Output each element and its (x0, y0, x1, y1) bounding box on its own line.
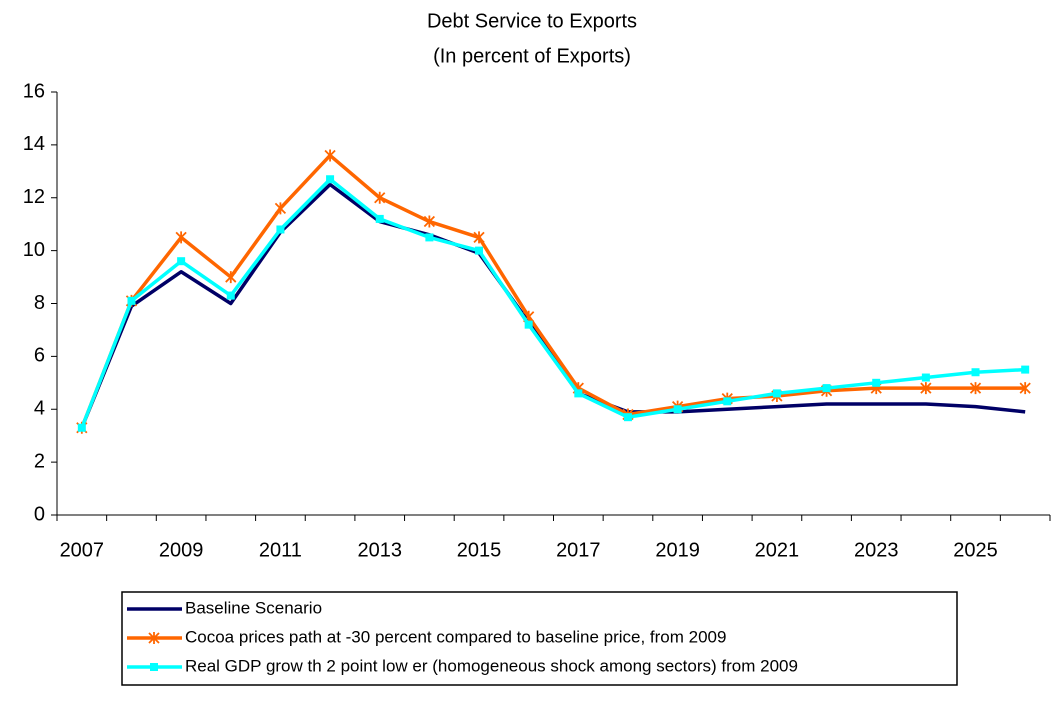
legend-label: Cocoa prices path at -30 percent compare… (185, 627, 726, 646)
x-tick-label: 2019 (655, 539, 700, 561)
y-tick-label: 0 (34, 503, 45, 525)
y-tick-label: 16 (23, 80, 45, 102)
x-tick-label: 2009 (159, 539, 204, 561)
x-tick-label: 2007 (60, 539, 105, 561)
series-line (80, 177, 1026, 429)
marker (148, 632, 160, 644)
marker (673, 405, 682, 414)
y-tick-label: 10 (23, 239, 45, 261)
series-line (80, 182, 1026, 429)
chart-title: Debt Service to Exports (427, 10, 637, 32)
legend-box (121, 591, 958, 686)
y-tick-label: 4 (34, 398, 45, 420)
y-tick-label: 2 (34, 450, 45, 472)
y-tick-label: 8 (34, 292, 45, 314)
x-tick-label: 2011 (259, 539, 302, 561)
x-tick-label: 2015 (457, 539, 502, 561)
marker (920, 382, 932, 395)
marker (127, 296, 136, 305)
legend-label: Baseline Scenario (185, 598, 322, 617)
x-tick-label: 2021 (755, 539, 800, 561)
marker (177, 257, 186, 266)
marker (375, 214, 384, 223)
chart-subtitle: (In percent of Exports) (433, 45, 631, 67)
x-tick-label: 2013 (357, 539, 402, 561)
marker (1019, 382, 1031, 395)
marker (423, 215, 436, 228)
marker (274, 202, 287, 215)
marker (473, 231, 485, 244)
marker (772, 389, 781, 398)
marker (872, 378, 881, 387)
marker (175, 231, 187, 244)
marker (225, 271, 237, 284)
marker (921, 373, 930, 382)
marker (326, 175, 335, 184)
marker (425, 233, 434, 242)
marker (150, 663, 158, 671)
marker (822, 384, 831, 393)
y-tick-label: 6 (34, 345, 45, 367)
series-line (80, 153, 1026, 429)
marker (524, 320, 533, 329)
y-tick-label: 14 (23, 133, 45, 155)
marker (969, 382, 982, 395)
marker (623, 413, 632, 422)
marker (226, 291, 235, 300)
marker (971, 368, 980, 377)
marker (77, 423, 86, 432)
marker (1021, 365, 1030, 374)
marker (574, 389, 583, 398)
marker (324, 149, 336, 162)
marker (475, 246, 484, 255)
y-tick-label: 12 (23, 186, 45, 208)
x-tick-label: 2025 (953, 539, 998, 561)
marker (374, 191, 386, 204)
x-tick-label: 2023 (854, 539, 899, 561)
legend-label: Real GDP grow th 2 point low er (homogen… (185, 656, 798, 675)
x-tick-label: 2017 (556, 539, 601, 561)
marker (276, 225, 285, 234)
marker (723, 397, 732, 406)
